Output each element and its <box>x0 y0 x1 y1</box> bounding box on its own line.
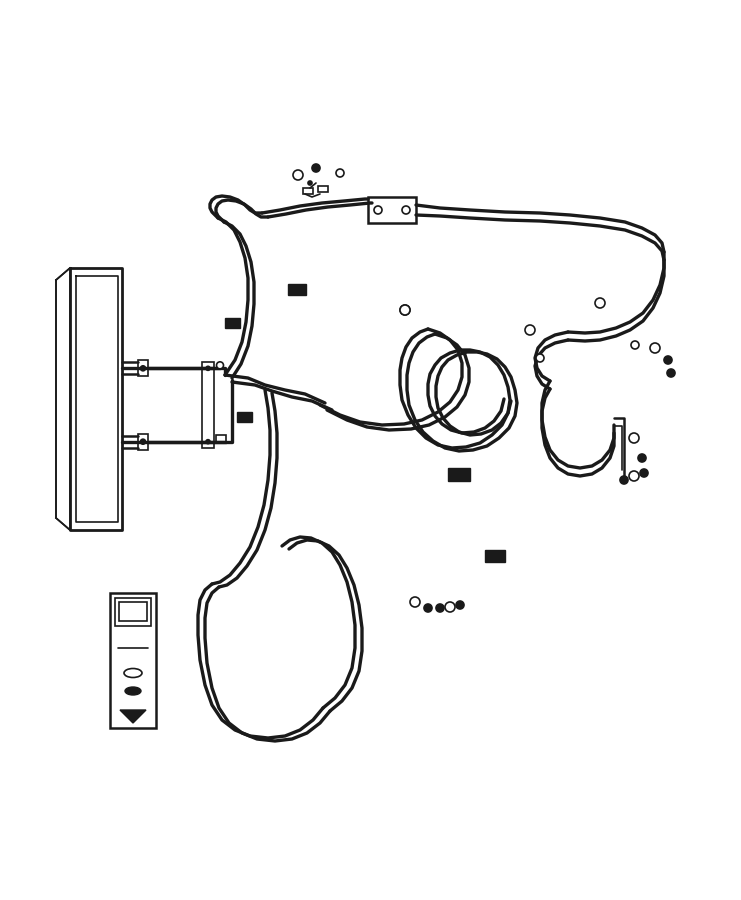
Circle shape <box>402 206 410 214</box>
Circle shape <box>436 604 444 612</box>
Circle shape <box>629 433 639 443</box>
Circle shape <box>400 305 410 315</box>
Circle shape <box>525 325 535 335</box>
Circle shape <box>456 601 464 609</box>
Circle shape <box>650 343 660 353</box>
Circle shape <box>536 354 544 362</box>
Polygon shape <box>120 710 146 723</box>
Circle shape <box>374 206 382 214</box>
Ellipse shape <box>125 687 141 695</box>
Circle shape <box>400 305 410 315</box>
Circle shape <box>141 365 145 371</box>
Polygon shape <box>448 468 470 481</box>
Polygon shape <box>288 284 306 295</box>
Circle shape <box>141 439 145 445</box>
Circle shape <box>640 469 648 477</box>
Circle shape <box>336 169 344 177</box>
Circle shape <box>308 181 312 185</box>
Circle shape <box>206 366 210 370</box>
Circle shape <box>216 362 224 369</box>
Circle shape <box>410 597 420 607</box>
Circle shape <box>620 476 628 484</box>
Circle shape <box>631 341 639 349</box>
Circle shape <box>424 604 432 612</box>
Polygon shape <box>237 412 252 422</box>
Circle shape <box>445 602 455 612</box>
Circle shape <box>629 471 639 481</box>
Circle shape <box>595 298 605 308</box>
Circle shape <box>293 170 303 180</box>
Circle shape <box>206 440 210 444</box>
Ellipse shape <box>124 669 142 678</box>
Polygon shape <box>225 318 240 328</box>
Circle shape <box>667 369 675 377</box>
Circle shape <box>312 164 320 172</box>
Circle shape <box>638 454 646 462</box>
Polygon shape <box>485 550 505 562</box>
Circle shape <box>664 356 672 364</box>
